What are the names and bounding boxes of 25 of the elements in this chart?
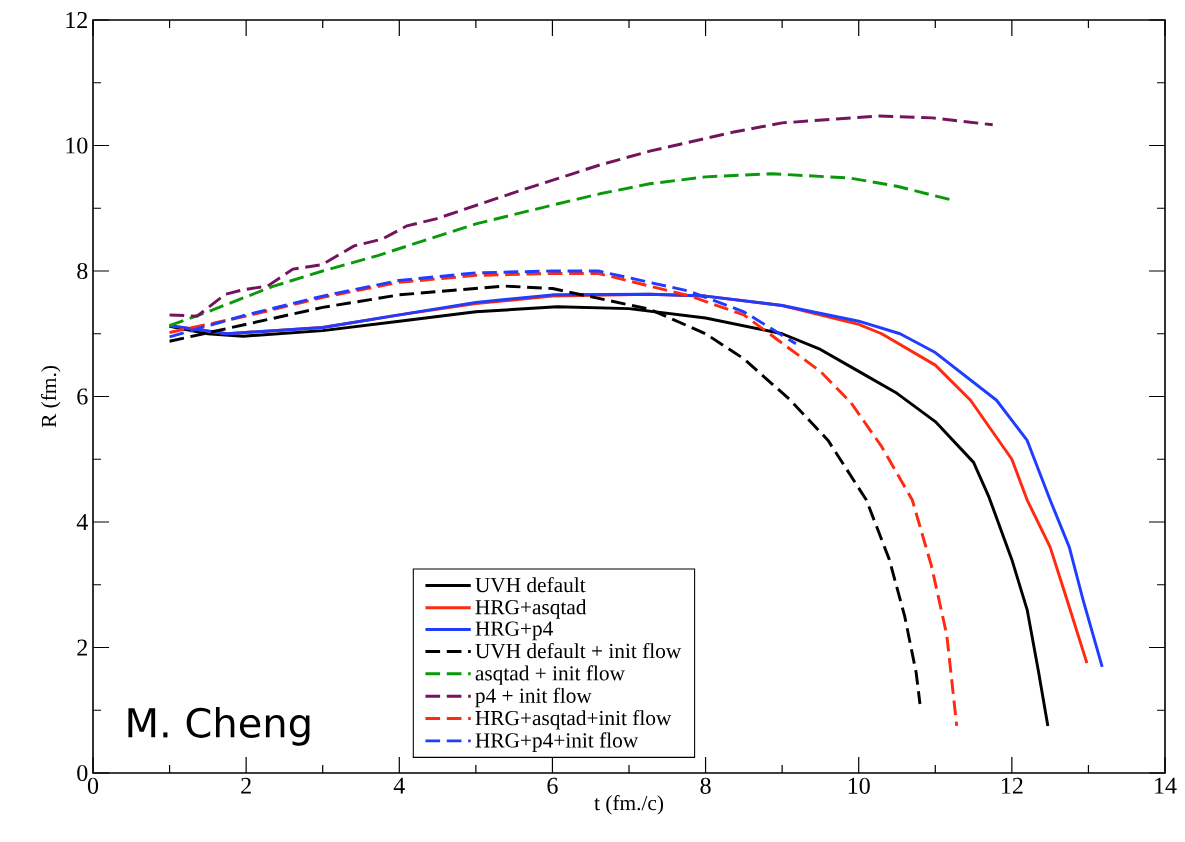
x-tick-label: 10 (848, 777, 870, 794)
legend-label: HRG+asqtad+init flow (475, 710, 672, 730)
x-tick-label: 2 (241, 777, 251, 794)
x-tick-label: 14 (1155, 777, 1177, 794)
legend-label: HRG+asqtad (475, 599, 587, 619)
y-tick-label: 0 (77, 764, 88, 782)
y-tick-label: 2 (77, 639, 87, 656)
legend-label: asqtad + init flow (475, 665, 625, 685)
y-tick-label: 6 (77, 388, 88, 405)
x-tick-label: 6 (547, 777, 558, 794)
y-tick-label: 8 (77, 262, 88, 280)
legend-label: HRG+p4 (475, 621, 553, 641)
legend-label: UVH default + init flow (475, 642, 682, 659)
y-tick-label: 4 (76, 514, 88, 530)
x-tick-label: 12 (1001, 777, 1023, 794)
legend-label: HRG+p4+init flow (475, 732, 639, 752)
x-tick-label: 8 (700, 777, 711, 794)
x-tick-label: 4 (393, 777, 405, 794)
legend-label: UVH default (475, 577, 586, 593)
annotation: M. Cheng (128, 706, 310, 746)
legend-label: p4 + init flow (475, 687, 592, 708)
y-tick-label: 10 (66, 137, 88, 154)
y-axis-title: R (fm.) (40, 366, 61, 428)
y-tick-label: 12 (66, 12, 87, 28)
x-axis-title: t (fm./c) (594, 795, 664, 815)
